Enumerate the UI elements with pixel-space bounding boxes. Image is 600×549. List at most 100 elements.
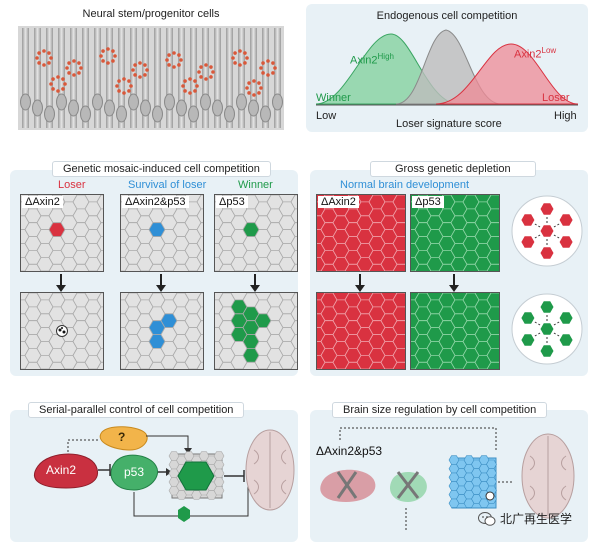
red-puncta bbox=[115, 84, 119, 88]
axin2-low-label: Axin2Low bbox=[514, 46, 557, 61]
grid-cell bbox=[196, 320, 203, 335]
red-puncta bbox=[106, 47, 110, 51]
red-puncta bbox=[209, 75, 213, 79]
red-puncta bbox=[49, 82, 53, 86]
red-puncta bbox=[209, 65, 213, 69]
cell-hexagon bbox=[539, 322, 555, 336]
panel-endogenous-competition: Endogenous cell competition Axin2High Ax… bbox=[306, 4, 588, 132]
red-puncta bbox=[197, 70, 201, 74]
progenitor-fiber bbox=[226, 28, 233, 128]
red-puncta bbox=[51, 87, 55, 91]
p53-shape bbox=[110, 454, 158, 491]
red-puncta bbox=[42, 63, 46, 67]
grid-tile-axin2-before: ΔAxin2 bbox=[20, 194, 104, 272]
progenitor-fiber bbox=[274, 28, 281, 128]
red-puncta bbox=[165, 58, 169, 62]
red-puncta bbox=[56, 75, 60, 79]
axin2-shape bbox=[34, 453, 98, 489]
grid-cell bbox=[290, 222, 297, 237]
panel-title: Brain size regulation by cell competitio… bbox=[332, 402, 548, 418]
red-puncta bbox=[266, 73, 270, 77]
red-puncta bbox=[67, 61, 71, 65]
red-cell-interaction-diagram bbox=[511, 195, 583, 267]
red-puncta bbox=[245, 86, 249, 90]
red-puncta bbox=[61, 77, 65, 81]
grid-cell bbox=[96, 208, 103, 224]
red-puncta bbox=[204, 63, 208, 67]
green-grid-tile-after bbox=[410, 292, 500, 370]
red-puncta bbox=[177, 53, 181, 57]
red-puncta bbox=[273, 66, 277, 70]
red-puncta bbox=[188, 77, 192, 81]
red-puncta bbox=[179, 58, 183, 62]
grid-cell bbox=[392, 222, 405, 237]
red-puncta bbox=[127, 79, 131, 83]
progenitor-fiber bbox=[106, 28, 113, 128]
red-puncta bbox=[199, 75, 203, 79]
red-puncta bbox=[172, 65, 176, 69]
progenitor-fiber bbox=[214, 28, 221, 128]
red-puncta bbox=[56, 89, 60, 93]
pathway-diagram bbox=[34, 426, 295, 522]
red-puncta bbox=[266, 59, 270, 63]
grid-cell bbox=[486, 306, 499, 322]
red-puncta bbox=[72, 59, 76, 63]
grid-cell bbox=[96, 306, 103, 322]
red-puncta bbox=[243, 61, 247, 65]
grid-cell bbox=[196, 208, 203, 224]
red-puncta bbox=[193, 89, 197, 93]
progenitor-fiber bbox=[46, 28, 53, 128]
red-puncta bbox=[195, 84, 199, 88]
progenitor-fiber bbox=[250, 28, 257, 128]
red-puncta bbox=[117, 89, 121, 93]
panel-title: Serial-parallel control of cell competit… bbox=[28, 402, 245, 418]
cell-hexagon bbox=[558, 311, 574, 325]
panel-neural-stem-cells: Neural stem/progenitor cells bbox=[10, 6, 292, 132]
progenitor-fiber bbox=[178, 28, 185, 128]
red-puncta bbox=[261, 61, 265, 65]
red-puncta bbox=[101, 59, 105, 63]
grid-cell bbox=[486, 208, 499, 224]
grid-cell bbox=[392, 361, 405, 369]
cell-hexagon bbox=[539, 246, 555, 260]
red-puncta bbox=[183, 89, 187, 93]
progenitor-fiber bbox=[142, 28, 149, 128]
loser-label: Loser bbox=[542, 92, 570, 104]
red-puncta bbox=[271, 61, 275, 65]
red-puncta bbox=[172, 51, 176, 55]
progenitor-fiber bbox=[238, 28, 245, 128]
progenitor-fiber bbox=[262, 28, 269, 128]
grid-cell bbox=[486, 222, 499, 237]
grid-cell bbox=[196, 222, 203, 237]
red-puncta bbox=[231, 56, 235, 60]
unknown-factor-shape bbox=[99, 426, 148, 451]
panel-title: Gross genetic depletion bbox=[370, 161, 536, 177]
watermark-text: 北广再生医学 bbox=[500, 512, 573, 526]
red-puncta bbox=[47, 51, 51, 55]
grid-cell bbox=[196, 236, 203, 251]
grid-tile-p53-after bbox=[214, 292, 298, 370]
cell-hexagon bbox=[539, 300, 555, 314]
red-puncta bbox=[271, 71, 275, 75]
grid-cell bbox=[196, 250, 203, 265]
red-puncta bbox=[47, 61, 51, 65]
panel-brain-size: Brain size regulation by cell competitio… bbox=[310, 402, 588, 542]
grid-cell bbox=[290, 348, 297, 363]
tile-tag: ΔAxin2 bbox=[318, 196, 359, 208]
grid-cell bbox=[392, 208, 405, 224]
progenitor-fiber bbox=[22, 28, 29, 128]
red-puncta bbox=[101, 49, 105, 53]
grid-cell bbox=[392, 348, 405, 363]
progenitor-fiber bbox=[34, 28, 41, 128]
red-puncta bbox=[259, 86, 263, 90]
red-puncta bbox=[211, 70, 215, 74]
grid-cell bbox=[392, 236, 405, 251]
grid-cell bbox=[290, 334, 297, 349]
red-puncta bbox=[35, 56, 39, 60]
grid-cell bbox=[486, 236, 499, 251]
red-puncta bbox=[177, 63, 181, 67]
grid-cell bbox=[486, 293, 499, 308]
red-puncta bbox=[117, 79, 121, 83]
red-puncta bbox=[63, 82, 67, 86]
red-puncta bbox=[61, 87, 65, 91]
